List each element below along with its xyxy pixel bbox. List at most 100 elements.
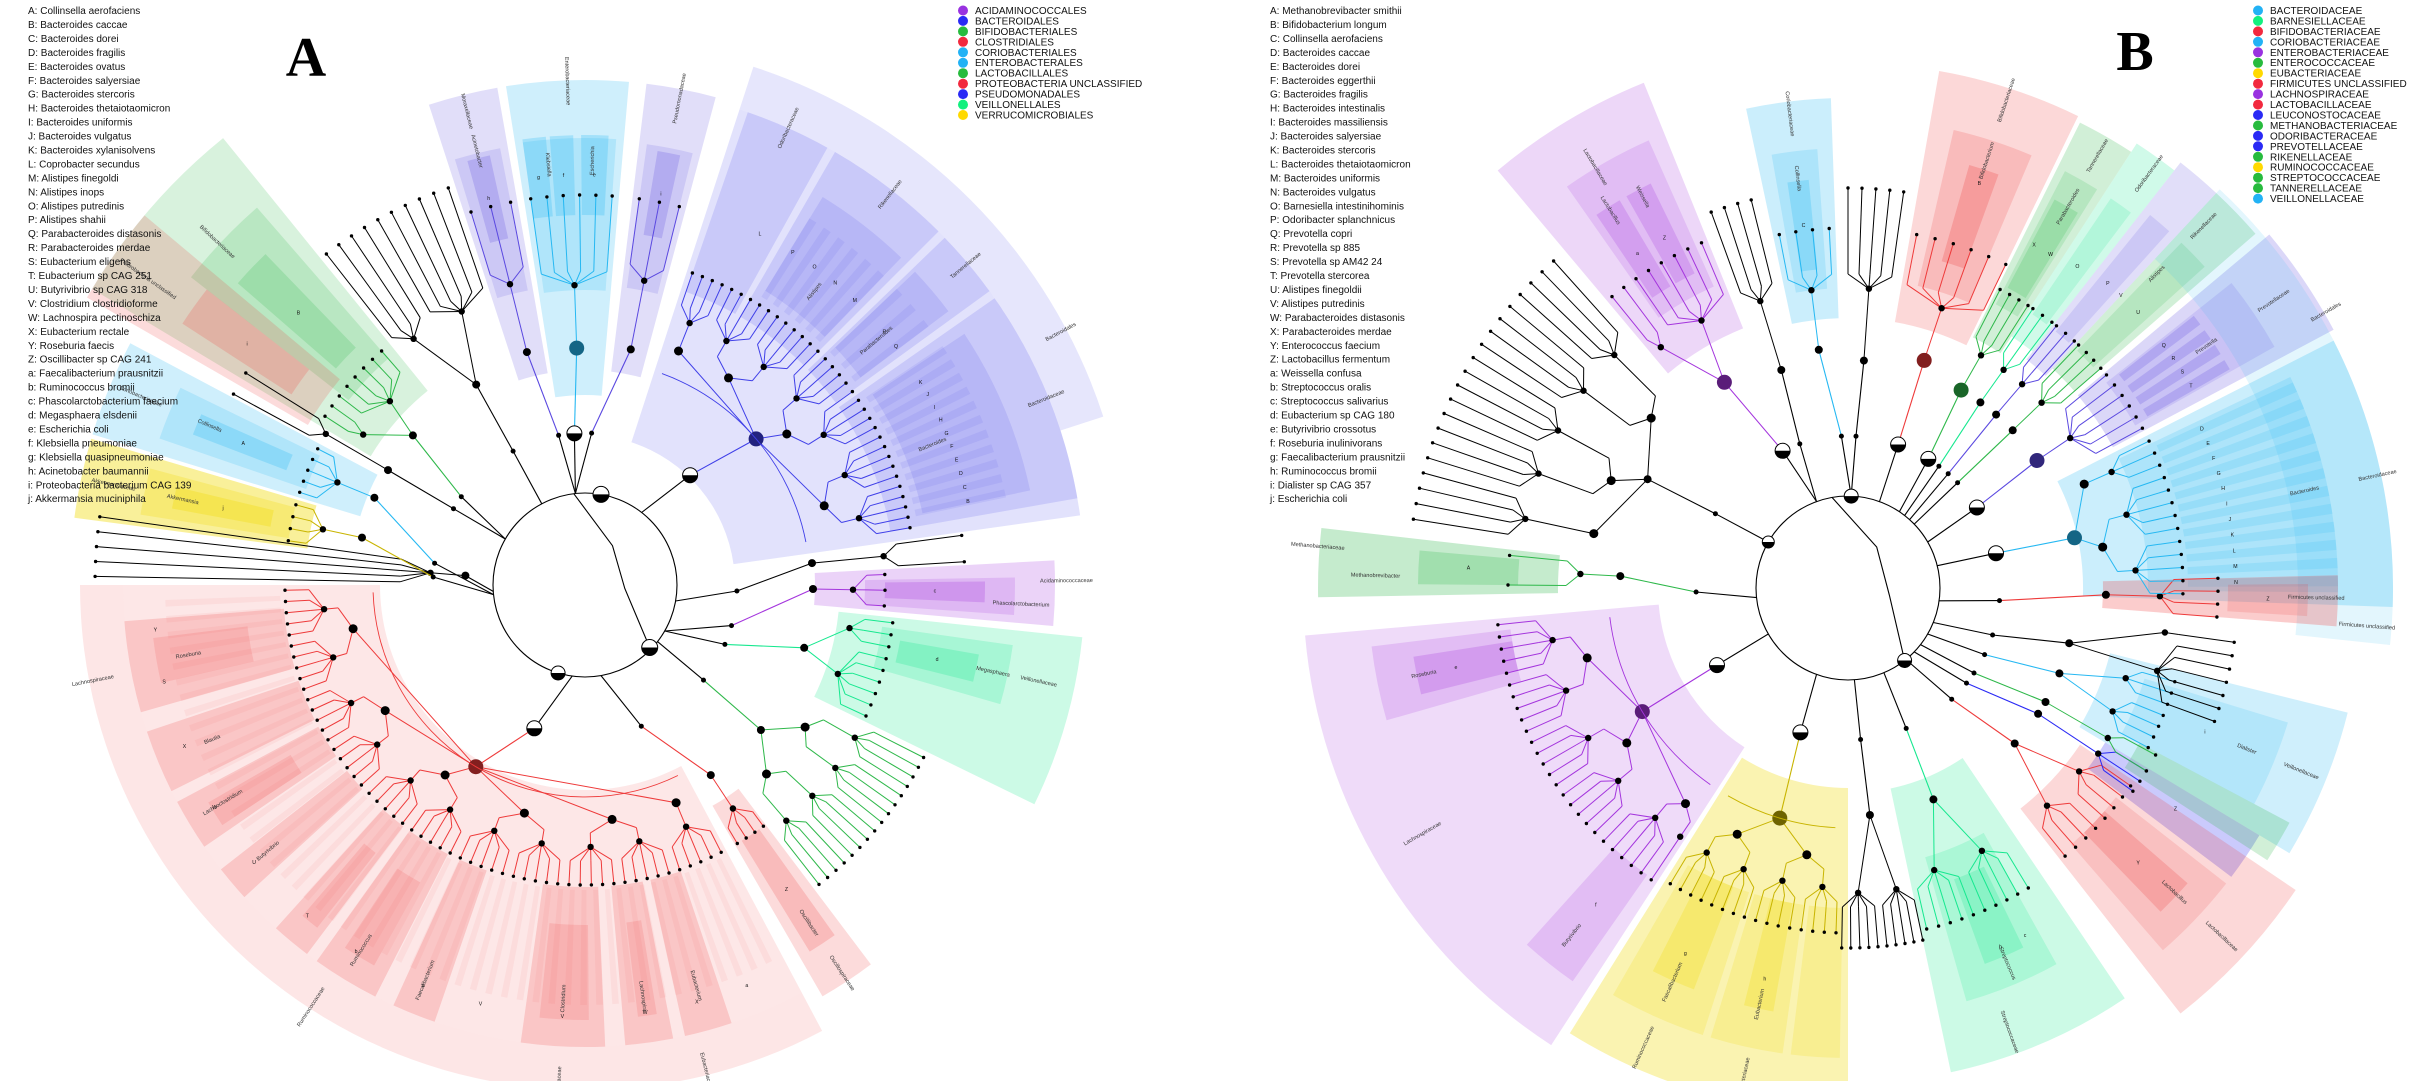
svg-text:VEILLONELLALES: VEILLONELLALES xyxy=(975,100,1061,111)
svg-text:g: Faecalibacterium prausnitzi: g: Faecalibacterium prausnitzii xyxy=(1270,452,1405,463)
svg-text:I: Bacteroides uniformis: I: Bacteroides uniformis xyxy=(28,118,133,129)
svg-text:J: J xyxy=(927,392,930,398)
svg-text:c: c xyxy=(934,588,937,594)
svg-text:Clostridiaceae: Clostridiaceae xyxy=(555,1066,563,1081)
svg-text:F: Bacteroides eggerthii: F: Bacteroides eggerthii xyxy=(1270,76,1376,87)
svg-text:c: Streptococcus salivarius: c: Streptococcus salivarius xyxy=(1270,397,1388,408)
svg-text:Y: Y xyxy=(2136,861,2140,867)
svg-text:e: Escherichia coli: e: Escherichia coli xyxy=(28,425,109,436)
svg-text:Firmicutes unclassified: Firmicutes unclassified xyxy=(2288,595,2345,602)
svg-text:VERRUCOMICROBIALES: VERRUCOMICROBIALES xyxy=(975,111,1094,122)
svg-text:i: Proteobacteria bacterium CA: i: Proteobacteria bacterium CAG 139 xyxy=(28,480,192,491)
svg-text:i: Dialister sp CAG 357: i: Dialister sp CAG 357 xyxy=(1270,480,1372,491)
svg-text:j: Escherichia coli: j: Escherichia coli xyxy=(1269,494,1347,505)
svg-text:BIFIDOBACTERIACEAE: BIFIDOBACTERIACEAE xyxy=(2270,27,2381,38)
svg-text:S: S xyxy=(162,680,166,686)
svg-text:T: Eubacterium sp CAG 251: T: Eubacterium sp CAG 251 xyxy=(28,271,152,282)
svg-text:L: Bacteroides thetaiotaomicro: L: Bacteroides thetaiotaomicron xyxy=(1270,159,1411,170)
svg-text:EUBACTERIACEAE: EUBACTERIACEAE xyxy=(2270,69,2361,80)
svg-text:X: X xyxy=(183,744,187,750)
svg-text:g: Klebsiella quasipneumoniae: g: Klebsiella quasipneumoniae xyxy=(28,452,164,463)
svg-text:Z: Z xyxy=(1663,236,1666,242)
svg-text:Methanobrevibacter: Methanobrevibacter xyxy=(1351,572,1401,579)
svg-text:C: C xyxy=(1802,223,1806,229)
svg-text:O: O xyxy=(2075,264,2079,270)
svg-text:BACTEROIDALES: BACTEROIDALES xyxy=(975,16,1059,27)
svg-text:B: Bacteroides caccae: B: Bacteroides caccae xyxy=(28,20,128,31)
svg-text:O: Barnesiella intestinihomini: O: Barnesiella intestinihominis xyxy=(1270,201,1404,212)
svg-text:A: A xyxy=(241,441,245,447)
svg-text:U: Alistipes finegoldii: U: Alistipes finegoldii xyxy=(1270,285,1362,296)
svg-text:H: H xyxy=(939,418,943,424)
svg-text:W: W xyxy=(2048,252,2053,258)
svg-text:D: D xyxy=(959,471,963,477)
svg-text:i: i xyxy=(2204,730,2205,736)
svg-text:e: Butyrivibrio crossotus: e: Butyrivibrio crossotus xyxy=(1270,425,1376,436)
svg-text:V: Clostridium clostridioforme: V: Clostridium clostridioforme xyxy=(28,299,158,310)
svg-text:K: Bacteroides xylanisolvens: K: Bacteroides xylanisolvens xyxy=(28,146,155,157)
svg-text:I: Bacteroides massiliensis: I: Bacteroides massiliensis xyxy=(1270,118,1388,129)
svg-text:VEILLONELLACEAE: VEILLONELLACEAE xyxy=(2270,194,2364,205)
svg-text:S: Eubacterium eligens: S: Eubacterium eligens xyxy=(28,257,131,268)
svg-text:h: h xyxy=(1763,977,1766,983)
svg-text:Y: Y xyxy=(154,628,158,634)
svg-text:d: d xyxy=(936,657,939,663)
svg-text:B: B xyxy=(2116,21,2153,83)
svg-text:F: Bacteroides salyersiae: F: Bacteroides salyersiae xyxy=(28,76,141,87)
svg-text:H: Bacteroides intestinalis: H: Bacteroides intestinalis xyxy=(1270,104,1385,115)
svg-text:L: L xyxy=(2233,548,2236,554)
svg-text:G: Bacteroides stercoris: G: Bacteroides stercoris xyxy=(28,90,135,101)
svg-text:N: Bacteroides vulgatus: N: Bacteroides vulgatus xyxy=(1270,187,1376,198)
svg-text:E: Bacteroides ovatus: E: Bacteroides ovatus xyxy=(28,62,125,73)
svg-text:LEUCONOSTOCACEAE: LEUCONOSTOCACEAE xyxy=(2270,111,2381,122)
svg-text:M: Alistipes finegoldi: M: Alistipes finegoldi xyxy=(28,173,119,184)
svg-text:BIFIDOBACTERIALES: BIFIDOBACTERIALES xyxy=(975,27,1078,38)
svg-text:ENTEROBACTERALES: ENTEROBACTERALES xyxy=(975,58,1083,69)
svg-text:PROTEOBACTERIA UNCLASSIFIED: PROTEOBACTERIA UNCLASSIFIED xyxy=(975,79,1142,90)
svg-text:RUMINOCOCCACEAE: RUMINOCOCCACEAE xyxy=(2270,163,2374,174)
svg-text:G: G xyxy=(944,431,948,437)
svg-text:V: Alistipes putredinis: V: Alistipes putredinis xyxy=(1270,299,1365,310)
svg-text:F: F xyxy=(2212,456,2215,462)
svg-text:LACTOBACILLACEAE: LACTOBACILLACEAE xyxy=(2270,100,2372,111)
svg-text:f: Klebsiella pneumoniae: f: Klebsiella pneumoniae xyxy=(28,438,137,449)
svg-text:CORIOBACTERIACEAE: CORIOBACTERIACEAE xyxy=(2270,37,2380,48)
svg-text:M: Bacteroides uniformis: M: Bacteroides uniformis xyxy=(1270,173,1380,184)
svg-text:B: B xyxy=(297,310,301,316)
svg-text:Q: Parabacteroides distasonis: Q: Parabacteroides distasonis xyxy=(28,229,161,240)
svg-text:B: B xyxy=(966,499,970,505)
svg-text:Q: Prevotella copri: Q: Prevotella copri xyxy=(1270,229,1352,240)
svg-text:METHANOBACTERIACEAE: METHANOBACTERIACEAE xyxy=(2270,121,2398,132)
svg-text:R: Prevotella sp 885: R: Prevotella sp 885 xyxy=(1270,243,1360,254)
svg-text:E: E xyxy=(955,458,959,464)
svg-text:E: Bacteroides dorei: E: Bacteroides dorei xyxy=(1270,62,1360,73)
svg-text:J: Bacteroides salyersiae: J: Bacteroides salyersiae xyxy=(1270,132,1382,143)
svg-text:D: Bacteroides fragilis: D: Bacteroides fragilis xyxy=(28,48,125,59)
svg-text:f: Roseburia inulinivorans: f: Roseburia inulinivorans xyxy=(1270,438,1382,449)
svg-text:W: Lachnospira pectinoschiza: W: Lachnospira pectinoschiza xyxy=(28,313,161,324)
svg-text:CLOSTRIDIALES: CLOSTRIDIALES xyxy=(975,37,1054,48)
svg-text:M: M xyxy=(853,298,857,304)
svg-text:U: U xyxy=(2136,310,2140,316)
svg-text:A: A xyxy=(1467,565,1471,571)
svg-text:B: Bifidobacterium longum: B: Bifidobacterium longum xyxy=(1270,20,1387,31)
svg-text:ENTEROCOCCACEAE: ENTEROCOCCACEAE xyxy=(2270,58,2375,69)
svg-text:Z: Z xyxy=(785,887,788,893)
svg-text:Z: Lactobacillus fermentum: Z: Lactobacillus fermentum xyxy=(1270,355,1390,366)
svg-text:C: Bacteroides dorei: C: Bacteroides dorei xyxy=(28,34,119,45)
svg-text:PSEUDOMONADALES: PSEUDOMONADALES xyxy=(975,90,1080,101)
svg-text:a: a xyxy=(745,983,748,989)
svg-text:d: Megasphaera elsdenii: d: Megasphaera elsdenii xyxy=(28,411,137,422)
svg-text:A: Methanobrevibacter smithii: A: Methanobrevibacter smithii xyxy=(1270,6,1402,17)
svg-text:P: P xyxy=(791,250,795,256)
svg-text:G: G xyxy=(2217,471,2221,477)
svg-text:TANNERELLACEAE: TANNERELLACEAE xyxy=(2270,184,2362,195)
svg-text:Acidaminococcaceae: Acidaminococcaceae xyxy=(1040,578,1093,584)
svg-text:g: g xyxy=(1684,951,1687,957)
svg-text:H: H xyxy=(2221,486,2225,492)
svg-text:Q: Q xyxy=(894,344,898,350)
svg-text:I: I xyxy=(934,405,935,411)
svg-text:O: O xyxy=(812,265,816,271)
svg-text:S: Prevotella sp AM42 24: S: Prevotella sp AM42 24 xyxy=(1270,257,1383,268)
svg-text:K: Bacteroides stercoris: K: Bacteroides stercoris xyxy=(1270,146,1376,157)
